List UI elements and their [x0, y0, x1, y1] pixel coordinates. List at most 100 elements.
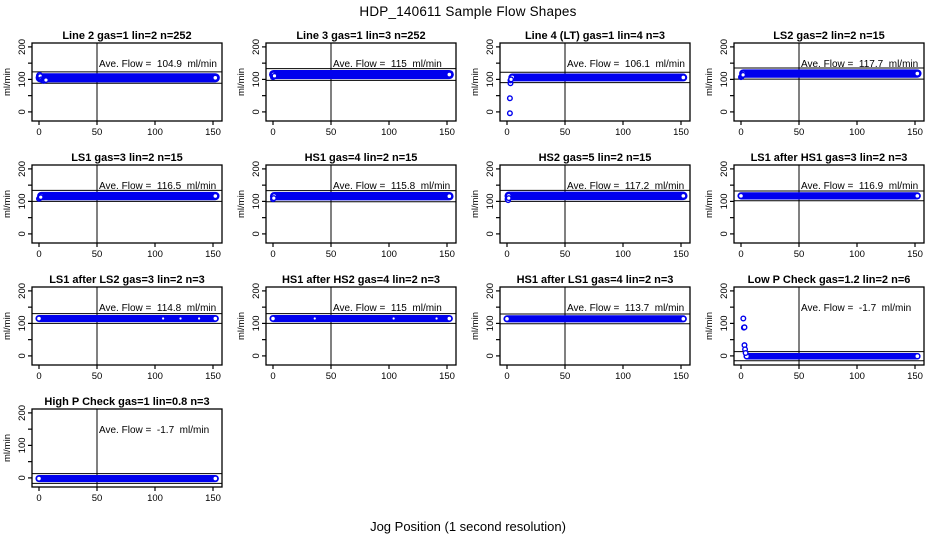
- subplot-title: HS1 after LS1 gas=4 lin=2 n=3: [517, 274, 674, 286]
- y-tick-label: 100: [251, 71, 262, 87]
- x-tick-label: 50: [794, 127, 805, 138]
- average-flow-annotation: Ave. Flow = 116.9 ml/min: [801, 181, 918, 192]
- y-axis-title: ml/min: [470, 190, 481, 218]
- plot-box: [499, 164, 691, 244]
- x-tick-label: 50: [560, 127, 571, 138]
- x-tick-label: 50: [560, 371, 571, 382]
- x-tick-label: 50: [92, 371, 103, 382]
- subplot-title: HS1 gas=4 lin=2 n=15: [305, 152, 418, 164]
- y-axis-title: ml/min: [704, 312, 715, 340]
- average-flow-annotation: Ave. Flow = 116.5 ml/min: [99, 181, 216, 192]
- y-tick-label: 200: [251, 161, 262, 177]
- y-tick-label: 0: [17, 475, 28, 480]
- plot-box: [733, 42, 925, 122]
- y-tick-label: 100: [251, 193, 262, 209]
- subplot-line-2: Line 2 gas=1 lin=2 n=252 0 100 200 ml/min 0 50…: [0, 28, 234, 150]
- y-tick-label: 100: [17, 437, 28, 453]
- average-flow-annotation: Ave. Flow = 117.7 ml/min: [801, 59, 918, 70]
- x-tick-label: 150: [205, 371, 221, 382]
- y-tick-label: 200: [17, 283, 28, 299]
- x-tick-label: 100: [147, 371, 163, 382]
- average-flow-annotation: Ave. Flow = 115 ml/min: [333, 59, 442, 70]
- subplot-hs1-after-ls1: HS1 after LS1 gas=4 lin=2 n=3 0 100 200 ml/m…: [468, 272, 702, 394]
- subplot-low-p-check: Low P Check gas=1.2 lin=2 n=6 0 100 200 ml/m…: [702, 272, 936, 394]
- x-tick-label: 100: [147, 493, 163, 504]
- plot-canvas: Line 3 gas=1 lin=3 n=252 0 100 200 ml/min 0 50…: [236, 30, 457, 138]
- plot-canvas: LS1 after LS2 gas=3 lin=2 n=3 0 100 200 ml/m…: [2, 274, 223, 382]
- plot-canvas: High P Check gas=1 lin=0.8 n=3 0 100 200 ml/…: [2, 396, 223, 504]
- band-end-point: [680, 315, 687, 323]
- x-tick-label: 100: [615, 249, 631, 260]
- y-tick-label: 200: [17, 39, 28, 55]
- data-point: [506, 95, 513, 102]
- x-tick-label: 50: [92, 249, 103, 260]
- subplot-hs1: HS1 gas=4 lin=2 n=15 0 100 200 ml/min 0 50 100 1…: [234, 150, 468, 272]
- band-end-point: [35, 475, 43, 482]
- average-flow-annotation: Ave. Flow = -1.7 ml/min: [99, 425, 209, 436]
- y-tick-label: 0: [17, 231, 28, 236]
- data-point: [42, 77, 49, 84]
- plot-canvas: HS1 after HS2 gas=4 lin=2 n=3 0 100 200 ml/m…: [236, 274, 457, 382]
- x-tick-label: 0: [504, 371, 509, 382]
- band-gap: [197, 317, 201, 320]
- y-axis-title: ml/min: [236, 312, 247, 340]
- y-tick-label: 0: [485, 353, 496, 358]
- subplot-title: Line 2 gas=1 lin=2 n=252: [62, 30, 191, 42]
- plot-canvas: Line 2 gas=1 lin=2 n=252 0 100 200 ml/min 0 50…: [2, 30, 223, 138]
- x-tick-label: 150: [439, 127, 455, 138]
- y-tick-label: 0: [719, 353, 730, 358]
- x-tick-label: 0: [36, 127, 41, 138]
- plot-canvas: HS1 gas=4 lin=2 n=15 0 100 200 ml/min 0 50 100 1…: [236, 152, 457, 260]
- subplot-title: LS1 after HS1 gas=3 lin=2 n=3: [751, 152, 908, 164]
- band-end-point: [446, 71, 453, 78]
- y-tick-label: 200: [485, 39, 496, 55]
- y-tick-label: 0: [251, 353, 262, 358]
- plot-canvas: LS1 after HS1 gas=3 lin=2 n=3 0 100 200 ml/m…: [704, 152, 925, 260]
- x-tick-label: 0: [36, 493, 41, 504]
- subplot-title: LS1 after LS2 gas=3 lin=2 n=3: [49, 274, 205, 286]
- x-tick-label: 50: [326, 371, 337, 382]
- x-tick-label: 150: [673, 371, 689, 382]
- data-point: [508, 76, 515, 83]
- x-tick-label: 0: [36, 371, 41, 382]
- x-tick-label: 150: [205, 249, 221, 260]
- band-end-point: [446, 315, 453, 322]
- x-tick-label: 0: [738, 371, 743, 382]
- plot-canvas: HS1 after LS1 gas=4 lin=2 n=3 0 100 200 ml/m…: [470, 274, 691, 382]
- x-tick-label: 150: [205, 493, 221, 504]
- average-flow-annotation: Ave. Flow = 113.7 ml/min: [567, 303, 684, 314]
- data-point: [740, 71, 747, 78]
- subplot-title: LS1 gas=3 lin=2 n=15: [71, 152, 183, 164]
- subplot-title: Line 3 gas=1 lin=3 n=252: [296, 30, 425, 42]
- y-tick-label: 100: [251, 315, 262, 331]
- y-tick-label: 0: [485, 109, 496, 114]
- y-axis-title: ml/min: [470, 68, 481, 96]
- y-tick-label: 200: [251, 39, 262, 55]
- average-flow-annotation: Ave. Flow = 106.1 ml/min: [567, 59, 685, 70]
- y-tick-label: 100: [485, 193, 496, 209]
- plot-box: [31, 286, 223, 366]
- plot-box: [265, 164, 457, 244]
- data-point: [271, 72, 278, 79]
- y-tick-label: 100: [17, 315, 28, 331]
- y-tick-label: 0: [17, 353, 28, 358]
- band-end-point: [35, 315, 43, 322]
- average-flow-annotation: Ave. Flow = 115 ml/min: [333, 303, 442, 314]
- plot-canvas: LS2 gas=2 lin=2 n=15 0 100 200 ml/min 0 50 100 1…: [704, 30, 925, 138]
- x-tick-label: 100: [381, 371, 397, 382]
- x-tick-label: 0: [270, 127, 275, 138]
- x-axis-label: Jog Position (1 second resolution): [370, 519, 566, 534]
- y-tick-label: 100: [485, 71, 496, 87]
- y-tick-label: 0: [251, 109, 262, 114]
- plot-box: [31, 42, 223, 122]
- y-tick-label: 200: [719, 161, 730, 177]
- subplot-title: Line 4 (LT) gas=1 lin=4 n=3: [525, 30, 665, 42]
- y-axis-title: ml/min: [2, 434, 13, 462]
- x-tick-label: 0: [270, 249, 275, 260]
- subplot-title: Low P Check gas=1.2 lin=2 n=6: [748, 274, 911, 286]
- x-tick-label: 150: [205, 127, 221, 138]
- band-gap: [162, 317, 165, 320]
- band-end-point: [269, 315, 277, 322]
- band-gap: [435, 317, 438, 320]
